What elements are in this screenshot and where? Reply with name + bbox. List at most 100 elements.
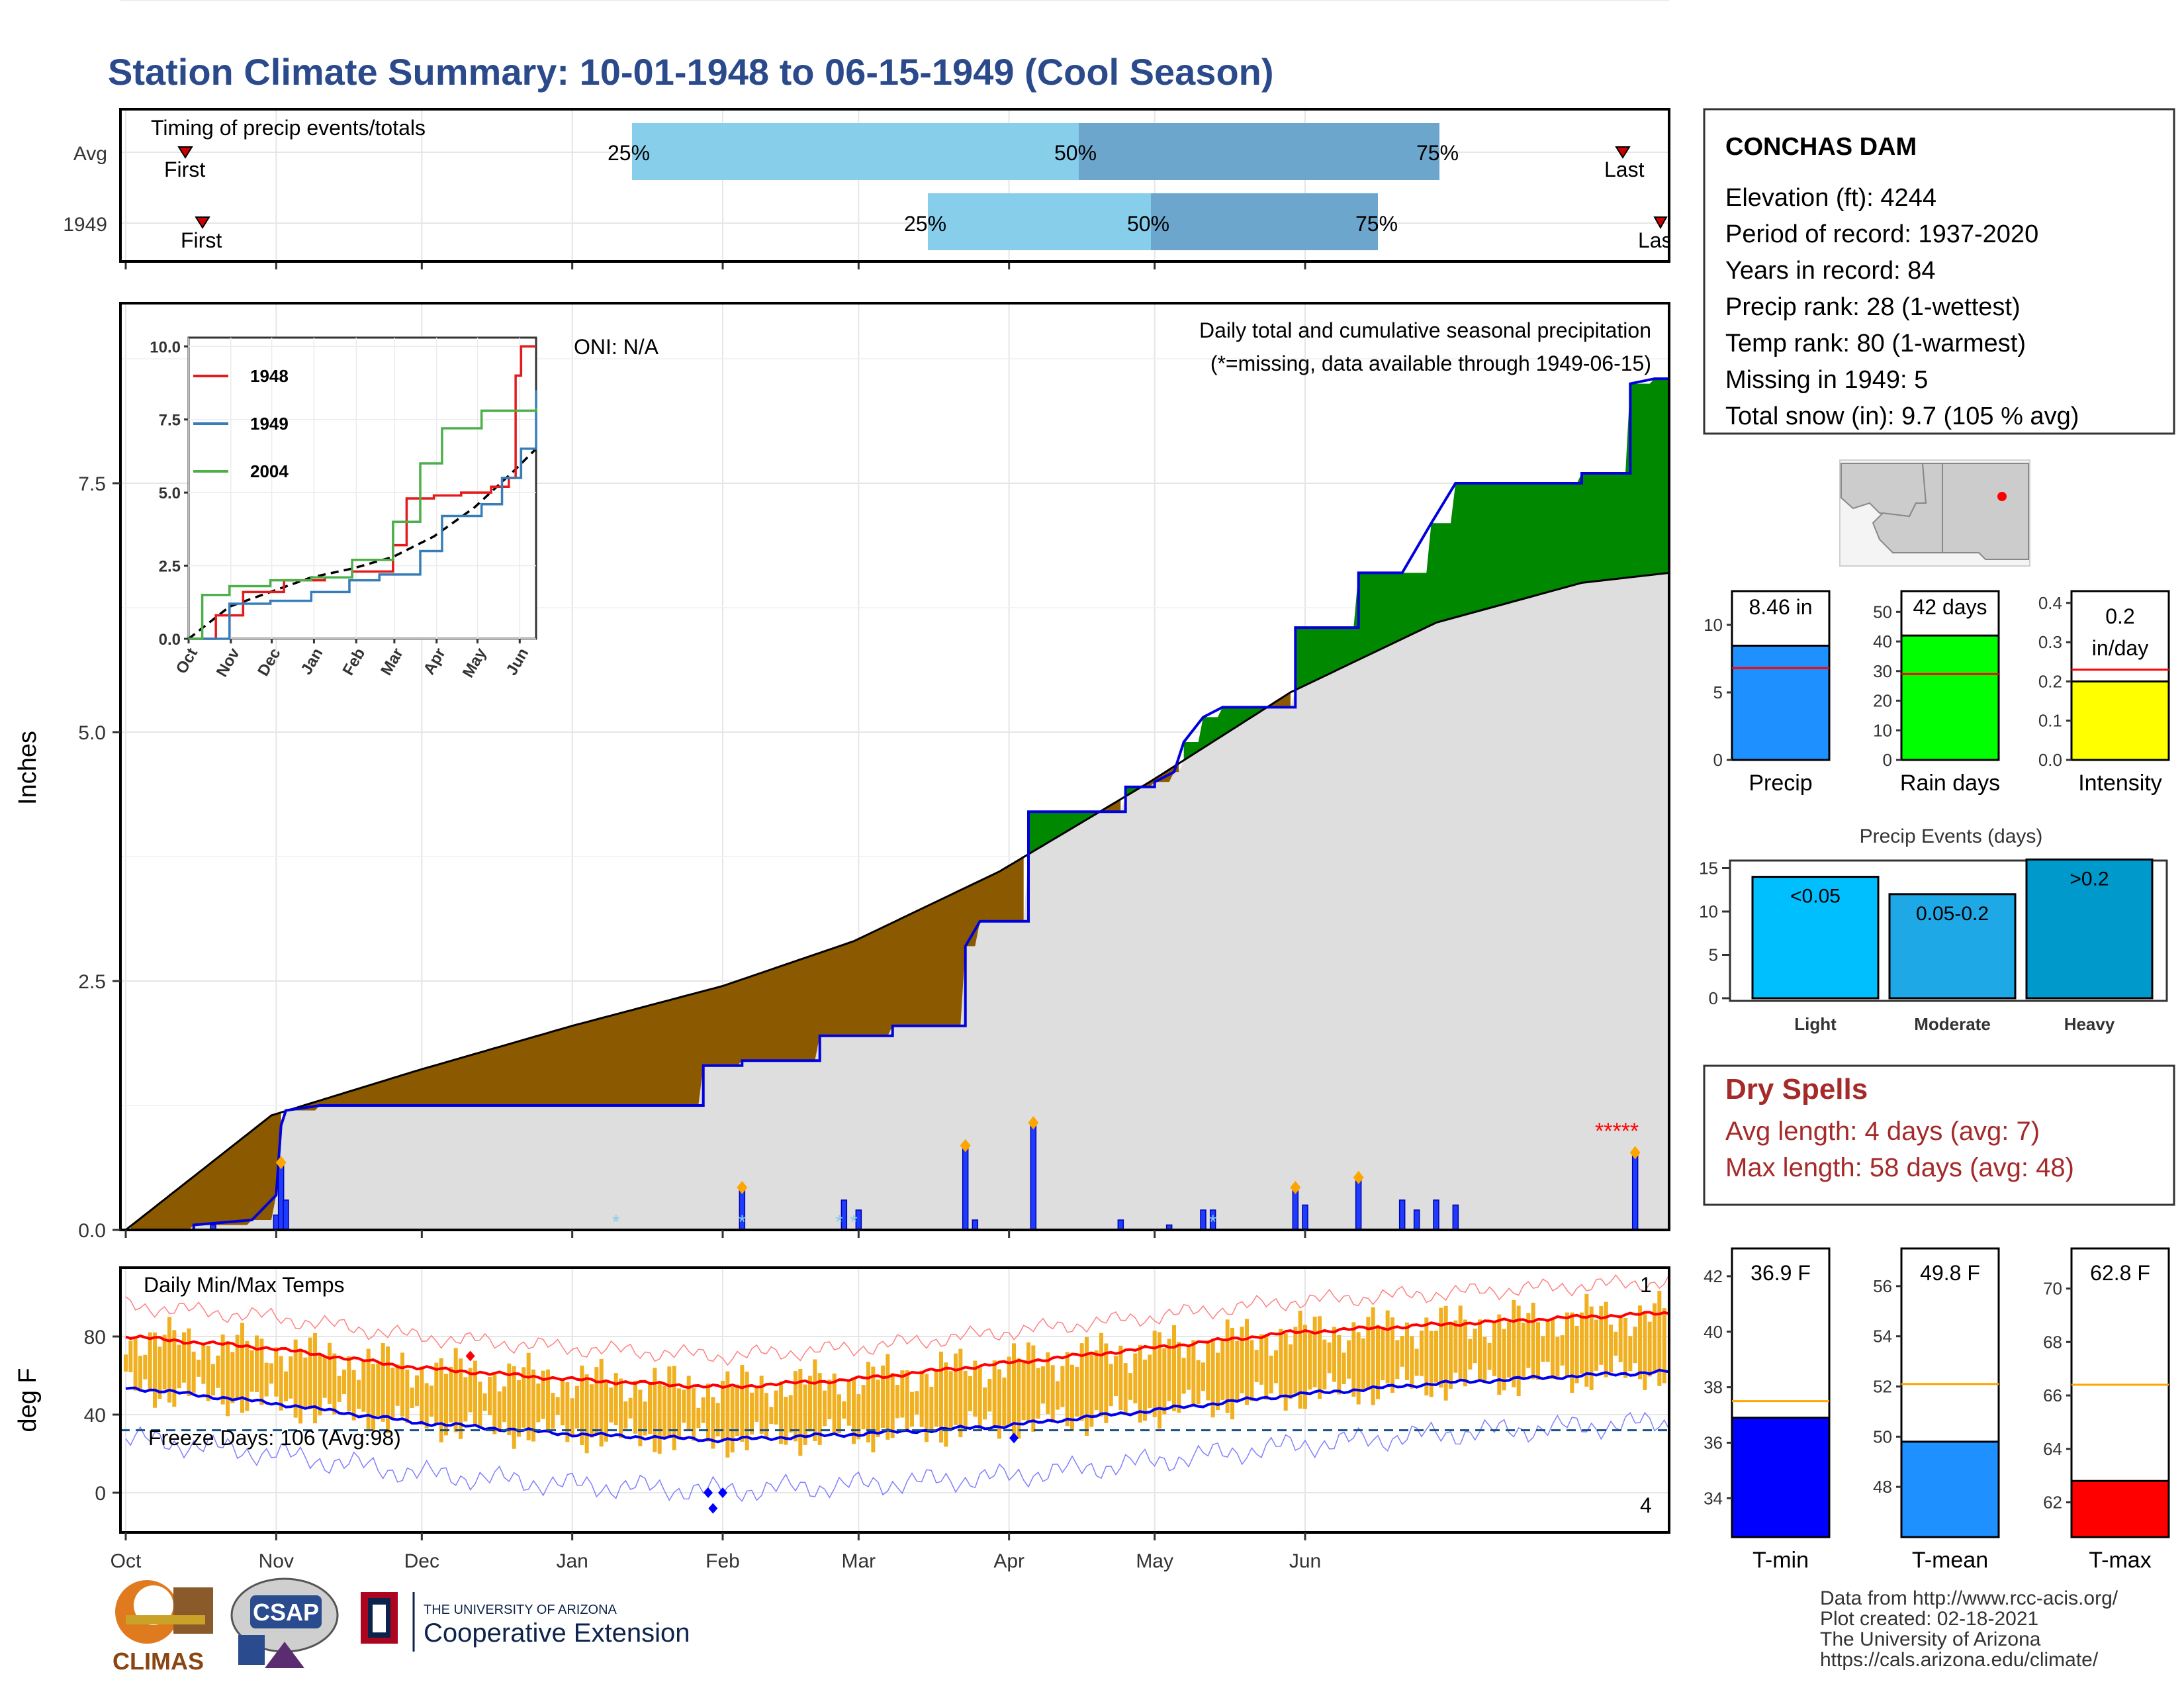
timing-panel: Timing of precip events/totals Avg 1949 …	[63, 0, 1670, 269]
temp-summary-ytick: 38	[1704, 1378, 1723, 1397]
daily-temp-bar	[910, 1391, 914, 1427]
summary-ytick: 0.3	[2038, 632, 2062, 652]
daily-temp-bar	[298, 1351, 302, 1424]
main-ytick: 7.5	[78, 473, 106, 495]
record-marker	[708, 1503, 718, 1514]
daily-temp-bar	[1643, 1311, 1647, 1390]
daily-temp-bar	[1541, 1336, 1545, 1362]
daily-temp-bar	[1574, 1325, 1579, 1383]
daily-temp-bar	[1148, 1354, 1152, 1409]
record-low-line	[125, 1411, 1670, 1503]
events-ytick: 5	[1709, 945, 1718, 965]
daily-temp-bar	[357, 1380, 361, 1409]
daily-temp-bar	[1099, 1333, 1103, 1417]
temp-category-label: T-max	[2089, 1548, 2151, 1573]
month-label: Dec	[404, 1550, 439, 1572]
daily-temp-bar	[279, 1356, 283, 1411]
temp-bar-t-mean	[1900, 1440, 2000, 1538]
daily-temp-bar	[191, 1351, 196, 1393]
daily-temp-bar	[823, 1390, 827, 1427]
daily-temp-bar	[1181, 1358, 1186, 1394]
daily-temp-bar	[919, 1370, 924, 1427]
daily-precip-bar	[1200, 1209, 1206, 1231]
daily-temp-bar	[1628, 1336, 1633, 1372]
daily-temp-bar	[997, 1369, 1001, 1439]
inset-legend-2004: 2004	[250, 461, 289, 481]
daily-temp-bar	[900, 1370, 905, 1418]
daily-temp-bar	[1366, 1317, 1371, 1391]
daily-temp-bar	[220, 1334, 225, 1405]
daily-temp-bar	[1507, 1322, 1511, 1378]
daily-temp-bar	[1376, 1325, 1380, 1399]
timing-1949-first: First	[181, 228, 222, 252]
summary-ytick: 40	[1873, 632, 1892, 651]
daily-temp-bar	[1104, 1343, 1109, 1423]
main-note: Daily total and cumulative seasonal prec…	[1199, 318, 1651, 342]
daily-temp-bar	[366, 1348, 371, 1432]
daily-temp-bar	[342, 1369, 346, 1394]
daily-temp-bar	[852, 1379, 856, 1444]
daily-temp-bar	[1618, 1315, 1623, 1362]
timing-avg-q1-bar	[632, 123, 1079, 180]
timing-1949-50: 50%	[1127, 212, 1169, 236]
daily-temp-bar	[1196, 1360, 1201, 1405]
daily-precip-bar	[1030, 1125, 1037, 1231]
daily-temp-bar	[677, 1388, 681, 1440]
daily-temp-bar	[1259, 1334, 1263, 1385]
inset-legend-1949: 1949	[250, 414, 289, 434]
daily-temp-bar	[536, 1383, 541, 1423]
daily-temp-bar	[381, 1343, 385, 1422]
daily-temp-bar	[992, 1360, 997, 1429]
temp-summary-ytick: 52	[1873, 1377, 1892, 1397]
inset-average-line	[187, 447, 537, 640]
daily-precip-bar	[1117, 1219, 1124, 1231]
daily-temp-bar	[1089, 1354, 1094, 1427]
daily-temp-bar	[590, 1384, 594, 1438]
daily-temp-bar	[1172, 1325, 1176, 1411]
daily-temp-bar	[1526, 1313, 1531, 1368]
timing-1949-75: 75%	[1355, 212, 1398, 236]
daily-temp-bar	[774, 1390, 778, 1425]
daily-temp-bar	[1031, 1345, 1036, 1432]
summary-ytick: 0.4	[2038, 593, 2062, 613]
daily-temp-bar	[434, 1362, 439, 1425]
daily-temp-bar	[788, 1395, 793, 1433]
daily-temp-bar	[667, 1366, 672, 1438]
temperature-summary-bars: 34 36 38 40 42 36.9 F T-min 48 50 52 54 56 49.8 F T-m…	[1704, 1247, 2170, 1573]
daily-precip-bar	[1292, 1190, 1299, 1231]
daily-temp-bar	[172, 1330, 177, 1407]
daily-temp-bar	[347, 1356, 351, 1411]
month-label: Oct	[111, 1550, 142, 1572]
daily-temp-bar	[259, 1338, 264, 1405]
daily-temp-bar	[643, 1401, 647, 1436]
daily-temp-bar	[1468, 1338, 1473, 1370]
daily-temp-bar	[420, 1366, 424, 1425]
timing-avg-first: First	[164, 158, 205, 181]
daily-temp-bar	[648, 1383, 652, 1434]
temp-summary-ytick: 64	[2043, 1439, 2062, 1459]
station-name: CONCHAS DAM	[1725, 133, 1917, 161]
summary-value-label: 8.46 in	[1749, 595, 1812, 619]
daily-temp-bar	[575, 1385, 579, 1429]
month-label: Apr	[993, 1550, 1024, 1572]
daily-precip-bar	[283, 1199, 289, 1231]
summary-value-label: 42 days	[1913, 595, 1987, 619]
daily-temp-bar	[1589, 1306, 1594, 1390]
daily-temp-bar	[303, 1357, 308, 1409]
daily-temp-bar	[653, 1368, 657, 1452]
daily-temp-bar	[264, 1362, 269, 1397]
average-cumulative-line	[125, 571, 1670, 1231]
daily-temp-bar	[197, 1360, 201, 1377]
precip-events-title: Precip Events (days)	[1860, 825, 2043, 847]
daily-temp-bar	[1201, 1362, 1205, 1391]
daily-temp-bar	[240, 1323, 244, 1413]
snow-marker	[1353, 1170, 1364, 1184]
daily-temp-bar	[1308, 1333, 1312, 1390]
deficit-area	[130, 1112, 281, 1230]
inset-ytick: 2.5	[159, 558, 181, 576]
daily-temp-bar	[794, 1371, 797, 1442]
daily-temp-bar	[890, 1373, 895, 1438]
daily-temp-bar	[1269, 1355, 1273, 1393]
daily-temp-bar	[1041, 1366, 1045, 1404]
daily-temp-bar	[764, 1393, 768, 1439]
